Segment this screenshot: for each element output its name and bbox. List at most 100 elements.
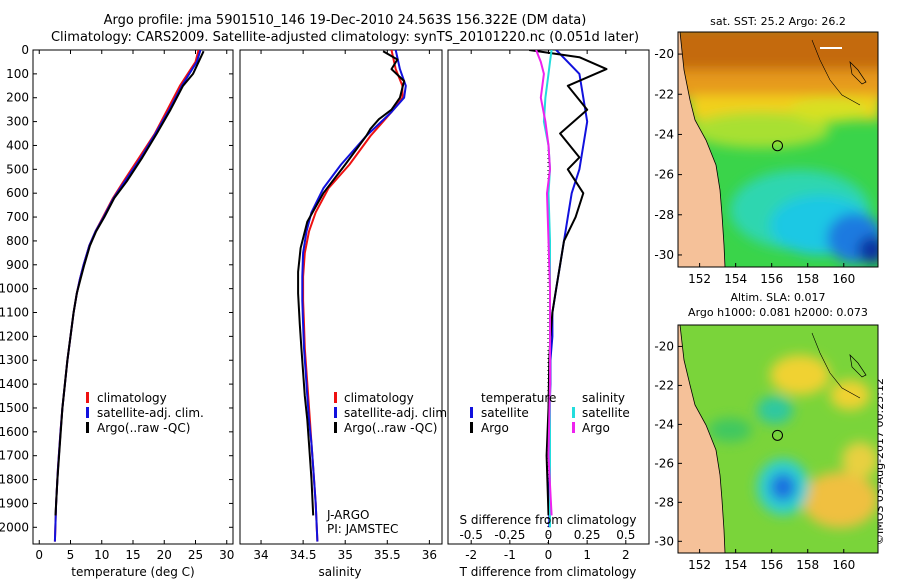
sla-high-patch bbox=[842, 442, 878, 478]
difference-panel: -0.5 -0.25 0 0.25 0.5 -2 -1 0 1 2 S difference f… bbox=[447, 49, 650, 579]
lat-tick-label: -26 bbox=[654, 456, 674, 470]
t-difference-x-label: T difference from climatology bbox=[459, 565, 637, 579]
sla-map-axes: 152 154 156 158 160 -20 -22 -24 -26 -28 -30 bbox=[654, 339, 855, 572]
sla-low-patch bbox=[708, 418, 752, 442]
legend-label-t-satellite: satellite bbox=[481, 406, 529, 420]
s-difference-axis: -0.5 -0.25 0 0.25 0.5 bbox=[459, 528, 635, 542]
new-caledonia-outline bbox=[849, 60, 867, 85]
sla-map-title: Altim. SLA: 0.017 bbox=[730, 291, 826, 304]
depth-tick-label: 2000 bbox=[0, 520, 29, 534]
legend-label-argo: Argo(..raw -QC) bbox=[97, 421, 190, 435]
x-tick-label: 35 bbox=[338, 548, 353, 562]
temperature-panel: 0100200300400500600700800900100011001200… bbox=[0, 43, 649, 579]
depth-tick-label: 100 bbox=[6, 67, 29, 81]
t-difference-axis: -2 -1 0 1 2 bbox=[465, 50, 630, 562]
lat-tick-label: -26 bbox=[654, 168, 674, 182]
salinity-panel: 34 34.5 35 35.5 36 salinity climatology sate… bbox=[239, 49, 451, 579]
lat-tick-label: -24 bbox=[654, 417, 674, 431]
salinity-x-axis: 34 34.5 35 35.5 36 bbox=[253, 50, 437, 562]
legend-heading-salinity: salinity bbox=[582, 391, 625, 405]
series-line-satellite-adj-clim- bbox=[301, 50, 407, 542]
legend-label-climatology: climatology bbox=[344, 391, 414, 405]
difference-lines bbox=[529, 50, 608, 528]
plot-title-line-1: Argo profile: jma 5901510_146 19-Dec-201… bbox=[103, 13, 587, 28]
annotation-pi: PI: JAMSTEC bbox=[327, 522, 398, 536]
sla-high-patch bbox=[802, 472, 878, 528]
depth-tick-label: 800 bbox=[6, 234, 29, 248]
sst-map-axes: 152 154 156 158 160 -20 -22 -24 -26 -28 -30 bbox=[654, 47, 855, 286]
lon-tick-label: 160 bbox=[832, 272, 855, 286]
difference-legend: temperature satellite Argo salinity sate… bbox=[470, 391, 630, 435]
legend-label-s-satellite: satellite bbox=[582, 406, 630, 420]
depth-tick-label: 0 bbox=[21, 43, 29, 57]
salinity-lines bbox=[297, 50, 407, 542]
legend-label-argo: Argo(..raw -QC) bbox=[344, 421, 437, 435]
x-tick-label: -2 bbox=[465, 548, 477, 562]
depth-tick-label: 600 bbox=[6, 186, 29, 200]
sst-map-panel: 152 154 156 158 160 -20 -22 -24 -26 -28 -30 bbox=[654, 31, 879, 286]
legend-swatch-t-satellite bbox=[470, 407, 473, 418]
temperature-x-axis: 0 5 10 15 20 25 30 bbox=[35, 50, 234, 562]
legend-swatch-t-argo bbox=[470, 422, 473, 433]
legend-label-t-argo: Argo bbox=[481, 421, 509, 435]
annotation-program: J-ARGO bbox=[326, 508, 369, 522]
temperature-lines bbox=[53, 50, 205, 542]
s-tick-label: -0.5 bbox=[459, 528, 482, 542]
x-tick-label: 5 bbox=[67, 548, 75, 562]
lat-tick-label: -28 bbox=[654, 208, 674, 222]
reef-outline bbox=[811, 39, 861, 106]
legend-swatch-satellite bbox=[86, 407, 89, 418]
sst-map-frame bbox=[677, 31, 879, 268]
sst-map-title: sat. SST: 25.2 Argo: 26.2 bbox=[710, 15, 846, 28]
australia-land bbox=[678, 32, 726, 267]
legend-swatch-s-satellite bbox=[572, 407, 575, 418]
legend-swatch-climatology bbox=[86, 392, 89, 403]
depth-tick-label: 300 bbox=[6, 115, 29, 129]
depth-tick-label: 900 bbox=[6, 258, 29, 272]
depth-tick-label: 700 bbox=[6, 210, 29, 224]
sla-high-patch bbox=[770, 355, 830, 395]
lon-tick-label: 156 bbox=[760, 272, 783, 286]
depth-tick-label: 1800 bbox=[0, 473, 29, 487]
s-tick-label: -0.25 bbox=[494, 528, 525, 542]
lat-tick-label: -20 bbox=[654, 339, 674, 353]
lon-tick-label: 156 bbox=[760, 558, 783, 572]
depth-tick-label: 400 bbox=[6, 138, 29, 152]
australia-land bbox=[678, 325, 726, 553]
x-tick-label: 35.5 bbox=[374, 548, 401, 562]
s-tick-label: 0.5 bbox=[616, 528, 635, 542]
sla-map-panel: 152 154 156 158 160 -20 -22 -24 -26 -28 -30 bbox=[654, 324, 879, 572]
lon-tick-label: 160 bbox=[832, 558, 855, 572]
lat-tick-label: -24 bbox=[654, 127, 674, 141]
depth-tick-label: 1300 bbox=[0, 353, 29, 367]
series-line-argo bbox=[535, 50, 553, 516]
lat-tick-label: -30 bbox=[654, 248, 674, 262]
depth-tick-label: 1500 bbox=[0, 401, 29, 415]
temperature-axes-frame bbox=[32, 49, 234, 545]
sla-high-patch bbox=[830, 380, 870, 410]
legend-label-satellite: satellite-adj. clim. bbox=[97, 406, 204, 420]
depth-tick-label: 200 bbox=[6, 91, 29, 105]
depth-tick-label: 500 bbox=[6, 162, 29, 176]
legend-swatch-argo bbox=[334, 422, 337, 433]
lat-tick-label: -20 bbox=[654, 47, 674, 61]
lat-tick-label: -22 bbox=[654, 87, 674, 101]
lat-tick-label: -28 bbox=[654, 495, 674, 509]
new-caledonia-outline bbox=[849, 353, 867, 378]
lat-tick-label: -22 bbox=[654, 378, 674, 392]
temperature-x-label: temperature (deg C) bbox=[71, 565, 194, 579]
legend-swatch-climatology bbox=[334, 392, 337, 403]
x-tick-label: 2 bbox=[622, 548, 630, 562]
legend-swatch-s-argo bbox=[572, 422, 575, 433]
s-tick-label: 0 bbox=[545, 528, 553, 542]
depth-tick-label: 1000 bbox=[0, 282, 29, 296]
x-tick-label: 36 bbox=[422, 548, 437, 562]
depth-tick-label: 1400 bbox=[0, 377, 29, 391]
x-tick-label: -1 bbox=[504, 548, 516, 562]
legend-label-satellite: satellite-adj. clim. bbox=[344, 406, 451, 420]
x-tick-label: 15 bbox=[125, 548, 140, 562]
series-line-argo bbox=[529, 50, 608, 516]
legend-heading-temperature: temperature bbox=[481, 391, 556, 405]
depth-tick-label: 1200 bbox=[0, 329, 29, 343]
x-tick-label: 34 bbox=[253, 548, 268, 562]
